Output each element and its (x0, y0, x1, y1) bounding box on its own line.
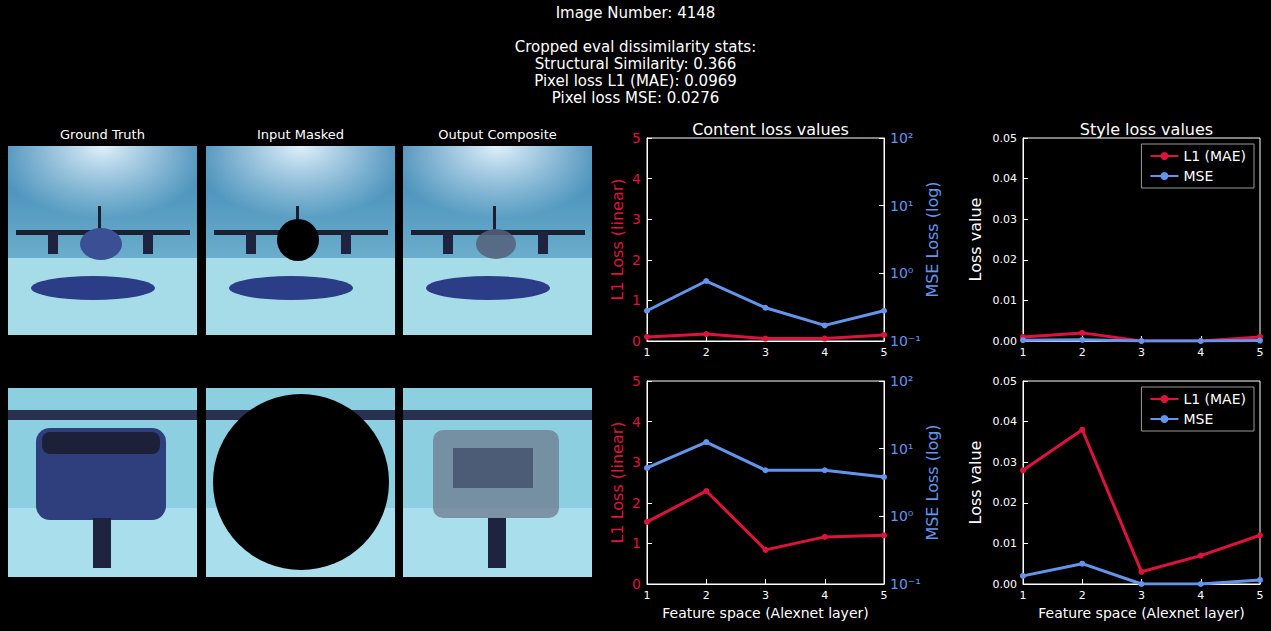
svg-text:1: 1 (632, 292, 641, 308)
svg-text:0.04: 0.04 (993, 172, 1018, 185)
svg-text:1: 1 (644, 346, 651, 359)
svg-text:2: 2 (1079, 589, 1086, 602)
svg-text:3: 3 (632, 454, 641, 470)
svg-text:0.03: 0.03 (993, 456, 1018, 469)
svg-text:5: 5 (632, 373, 641, 389)
svg-text:4: 4 (632, 414, 641, 430)
svg-text:10¹: 10¹ (890, 441, 913, 457)
svg-text:L1 (MAE): L1 (MAE) (1183, 148, 1246, 164)
svg-text:Loss value: Loss value (966, 198, 985, 282)
html-text:Ground Truth: Ground Truth (60, 127, 145, 142)
html-text:Output Composite: Output Composite (438, 127, 557, 142)
svg-text:1: 1 (1020, 346, 1027, 359)
svg-text:Style loss values: Style loss values (1080, 120, 1213, 139)
svg-text:2: 2 (703, 589, 710, 602)
svg-text:MSE: MSE (1183, 411, 1213, 427)
svg-text:5: 5 (1257, 346, 1264, 359)
svg-text:4: 4 (821, 346, 828, 359)
svg-text:0.00: 0.00 (993, 335, 1018, 348)
svg-text:Content loss values: Content loss values (692, 120, 849, 139)
html-text:Input Masked: Input Masked (257, 127, 344, 142)
svg-text:0.02: 0.02 (993, 496, 1018, 509)
svg-text:10¹: 10¹ (890, 198, 913, 214)
html-text:Cropped eval dissimilarity sta: Cropped eval dissimilarity stats: (514, 38, 757, 56)
svg-text:0.03: 0.03 (993, 213, 1018, 226)
svg-text:10²: 10² (890, 373, 913, 389)
svg-text:0.01: 0.01 (993, 537, 1018, 550)
svg-text:0.04: 0.04 (993, 415, 1018, 428)
svg-text:L1 Loss (linear): L1 Loss (linear) (608, 421, 627, 543)
svg-text:3: 3 (762, 589, 769, 602)
svg-text:L1 (MAE): L1 (MAE) (1183, 391, 1246, 407)
svg-text:Feature space (Alexnet layer): Feature space (Alexnet layer) (1038, 605, 1244, 621)
svg-text:0.00: 0.00 (993, 578, 1018, 591)
svg-text:3: 3 (1138, 346, 1145, 359)
svg-text:10²: 10² (890, 130, 913, 146)
svg-text:0.02: 0.02 (993, 253, 1018, 266)
svg-text:4: 4 (821, 589, 828, 602)
svg-text:3: 3 (762, 346, 769, 359)
svg-text:0: 0 (632, 333, 641, 349)
svg-text:5: 5 (881, 346, 888, 359)
svg-text:2: 2 (703, 346, 710, 359)
svg-text:4: 4 (1197, 589, 1204, 602)
svg-text:10⁰: 10⁰ (890, 508, 914, 524)
svg-text:4: 4 (1197, 346, 1204, 359)
svg-text:10⁻¹: 10⁻¹ (890, 333, 921, 349)
html-text:Image Number: 4148: Image Number: 4148 (555, 4, 716, 22)
svg-text:2: 2 (632, 495, 641, 511)
svg-text:Feature space (Alexnet layer): Feature space (Alexnet layer) (662, 605, 868, 621)
svg-text:5: 5 (881, 589, 888, 602)
svg-text:1: 1 (632, 535, 641, 551)
svg-text:0.05: 0.05 (993, 375, 1018, 388)
svg-text:5: 5 (1257, 589, 1264, 602)
svg-text:3: 3 (632, 211, 641, 227)
svg-text:L1 Loss (linear): L1 Loss (linear) (608, 178, 627, 300)
svg-text:MSE Loss (log): MSE Loss (log) (923, 424, 942, 540)
svg-text:5: 5 (632, 130, 641, 146)
svg-text:2: 2 (632, 252, 641, 268)
svg-text:2: 2 (1079, 346, 1086, 359)
svg-text:10⁰: 10⁰ (890, 265, 914, 281)
html-text:Pixel loss MSE: 0.0276: Pixel loss MSE: 0.0276 (551, 89, 720, 107)
svg-text:10⁻¹: 10⁻¹ (890, 576, 921, 592)
svg-text:1: 1 (644, 589, 651, 602)
svg-text:0.05: 0.05 (993, 132, 1018, 145)
svg-text:1: 1 (1020, 589, 1027, 602)
svg-text:3: 3 (1138, 589, 1145, 602)
svg-text:MSE Loss (log): MSE Loss (log) (923, 181, 942, 297)
html-text:Pixel loss L1 (MAE): 0.0969: Pixel loss L1 (MAE): 0.0969 (534, 72, 737, 90)
svg-text:4: 4 (632, 171, 641, 187)
svg-text:Loss value: Loss value (966, 441, 985, 525)
svg-text:MSE: MSE (1183, 168, 1213, 184)
svg-text:0.01: 0.01 (993, 294, 1018, 307)
svg-text:0: 0 (632, 576, 641, 592)
html-text:Structural Similarity: 0.366: Structural Similarity: 0.366 (534, 55, 737, 73)
